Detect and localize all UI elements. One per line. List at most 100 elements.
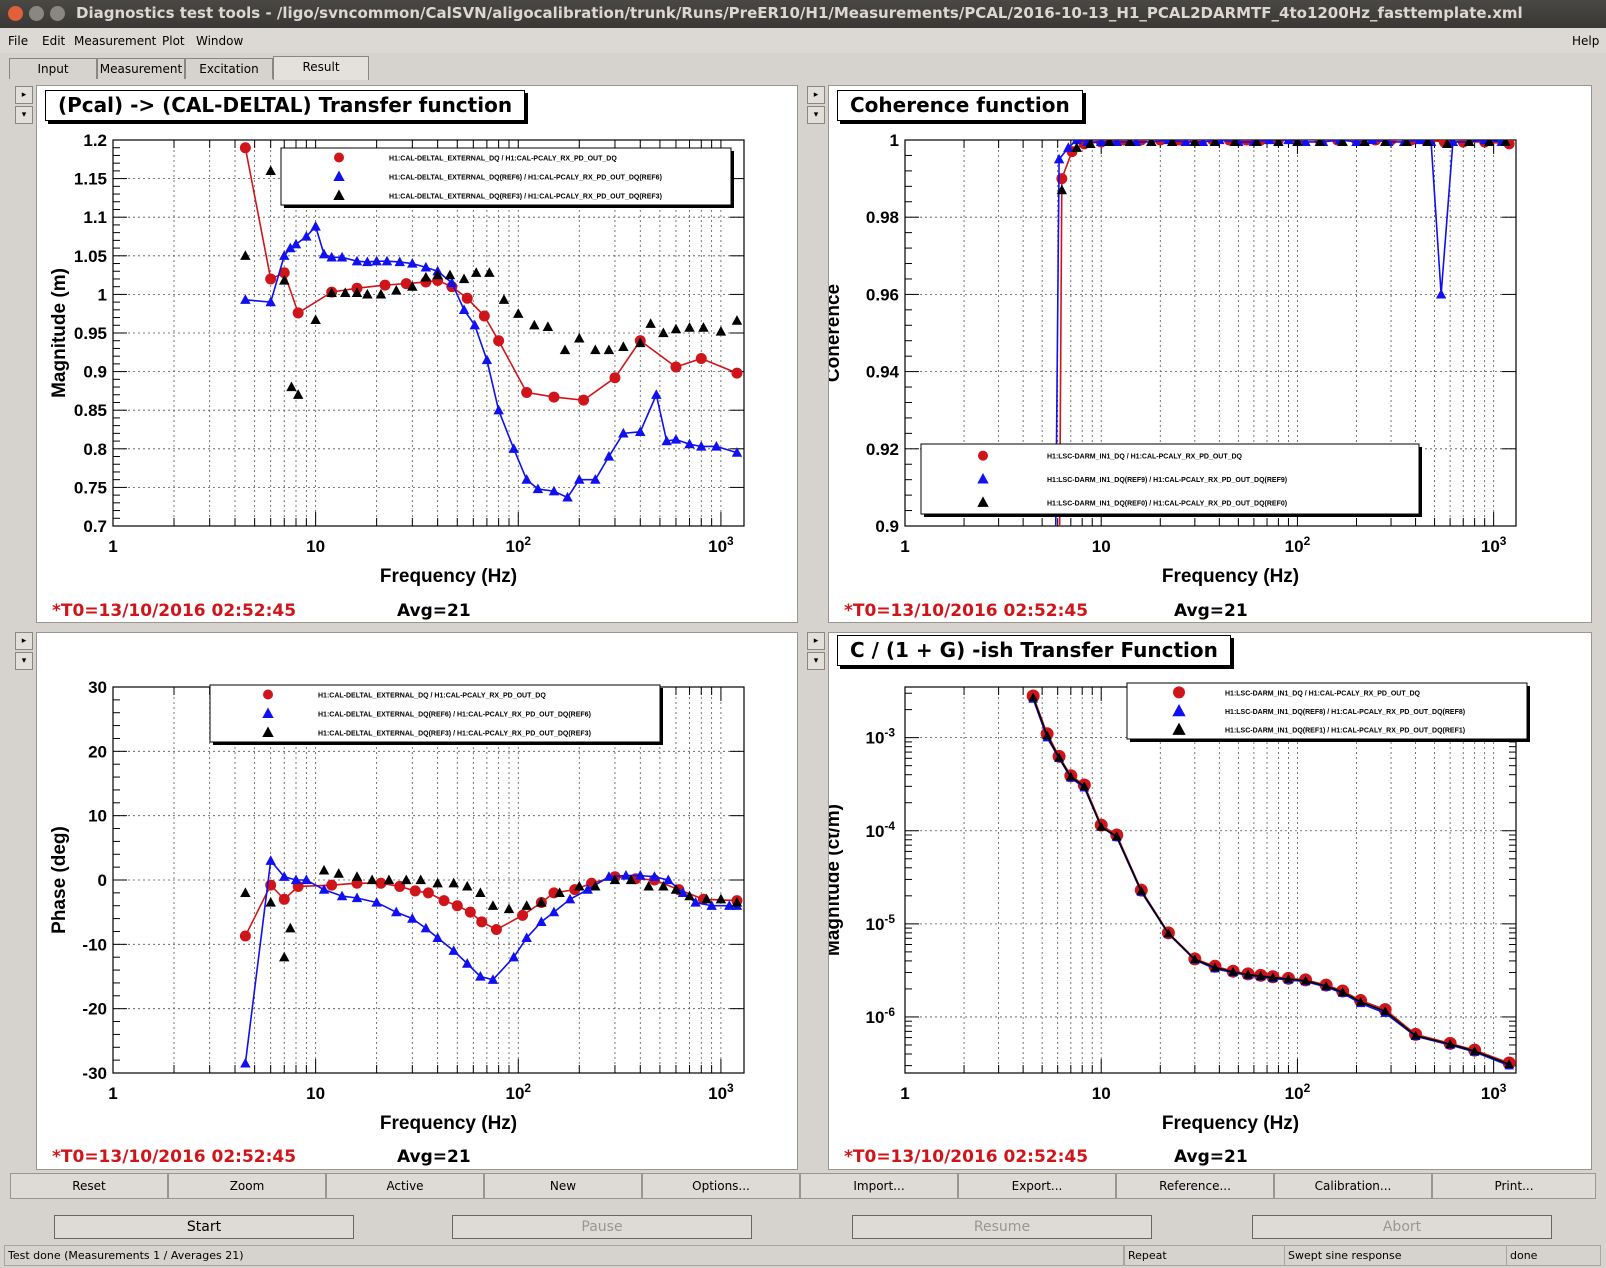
data-point — [240, 250, 251, 260]
data-point — [401, 874, 412, 885]
data-point — [695, 352, 707, 364]
resume-button[interactable]: Resume — [852, 1215, 1152, 1239]
close-window-icon[interactable] — [8, 6, 23, 21]
data-point — [462, 880, 473, 891]
data-point — [1401, 140, 1412, 147]
series — [1028, 692, 1514, 1069]
data-point — [1359, 140, 1370, 147]
x-tick-label: 102 — [506, 1081, 532, 1103]
data-point — [651, 389, 662, 399]
data-point — [1079, 781, 1090, 791]
data-point — [1189, 140, 1201, 147]
expand-right-icon[interactable]: ▸ — [15, 632, 33, 650]
menu-file[interactable]: File — [8, 34, 29, 48]
menu-measurement[interactable]: Measurement — [74, 34, 157, 48]
data-point — [1146, 140, 1157, 147]
expand-down-icon[interactable]: ▾ — [807, 652, 825, 670]
data-point — [1056, 184, 1068, 195]
data-point — [1166, 140, 1178, 147]
expand-down-icon[interactable]: ▾ — [807, 106, 825, 124]
y-axis-title: Phase (deg) — [49, 826, 70, 934]
series — [240, 864, 743, 962]
expand-right-icon[interactable]: ▸ — [807, 632, 825, 650]
data-point — [420, 271, 432, 282]
data-point — [1190, 954, 1200, 964]
data-point — [649, 871, 660, 881]
data-point — [706, 900, 717, 910]
x-axis-title: Frequency (Hz) — [380, 566, 517, 587]
data-point — [548, 906, 560, 917]
tab-excitation[interactable]: Excitation — [185, 58, 273, 79]
new-button[interactable]: New — [484, 1173, 642, 1199]
legend-marker — [1172, 722, 1186, 735]
data-point — [603, 451, 615, 461]
pause-button[interactable]: Pause — [452, 1215, 752, 1239]
coherence-chart[interactable]: 1 10 102 103 0.9 0.92 0.94 0.96 0.98 1 Frequency (… — [823, 86, 1591, 622]
menu-window[interactable]: Window — [196, 34, 244, 48]
data-point — [375, 877, 387, 889]
plot-panel-coherence[interactable]: 1 10 102 103 0.9 0.92 0.94 0.96 0.98 1 Frequency (… — [823, 85, 1592, 623]
x-tick-label: 102 — [1285, 1081, 1311, 1103]
start-button[interactable]: Start — [54, 1215, 354, 1239]
expand-down-icon[interactable]: ▾ — [15, 106, 33, 124]
closed-loop-chart[interactable]: 1 10 102 103 10-6 10-5 10-4 10-3 Frequency (Hz) M… — [823, 633, 1591, 1169]
menu-plot[interactable]: Plot — [162, 34, 185, 48]
tick-labels: 1 10 102 103 0.7 0.75 0.8 0.85 0.9 0.95 1 1.05 1.1 1.… — [74, 131, 734, 556]
legend-marker — [1173, 686, 1185, 699]
x-tick-label: 10 — [1092, 537, 1111, 556]
options-button[interactable]: Options... — [642, 1173, 800, 1199]
expand-right-icon[interactable]: ▸ — [15, 86, 33, 104]
data-point — [1096, 821, 1106, 831]
export-button[interactable]: Export... — [958, 1173, 1116, 1199]
y-tick-label: 0.7 — [83, 517, 107, 536]
legend-entry: H1:CAL-DELTAL_EXTERNAL_DQ(REF6) / H1:CAL… — [389, 175, 662, 182]
data-point — [351, 871, 363, 881]
x-tick-label: 1 — [108, 537, 117, 556]
tab-measurement[interactable]: Measurement — [97, 58, 185, 79]
data-point — [1337, 140, 1348, 147]
plot-panel-closed-loop[interactable]: 1 10 102 103 10-6 10-5 10-4 10-3 Frequency (Hz) M… — [823, 632, 1592, 1170]
legend-marker — [977, 473, 989, 484]
menu-edit[interactable]: Edit — [42, 34, 66, 48]
data-point — [618, 427, 629, 438]
data-point — [1197, 140, 1209, 147]
data-point — [1366, 140, 1378, 145]
zoom-button[interactable]: Zoom — [168, 1173, 326, 1199]
print-button[interactable]: Print... — [1432, 1173, 1596, 1199]
calibration-button[interactable]: Calibration... — [1274, 1173, 1432, 1199]
data-point — [1422, 140, 1433, 147]
data-point — [635, 869, 646, 880]
tab-input[interactable]: Input — [9, 58, 97, 79]
x-axis-title: Frequency (Hz) — [380, 1113, 517, 1134]
data-point — [407, 258, 418, 268]
data-point — [292, 307, 304, 319]
data-point — [285, 242, 296, 253]
data-point — [658, 327, 669, 338]
plot-panel-phase[interactable]: 1 10 102 103 -30 -20 -10 0 10 20 30 Frequency (Hz) P… — [36, 632, 798, 1170]
reset-button[interactable]: Reset — [10, 1173, 168, 1199]
magnitude-chart[interactable]: 1 10 102 103 0.7 0.75 0.8 0.85 0.9 0.95 1 1.05 1.1 1.… — [37, 86, 797, 622]
reference-button[interactable]: Reference... — [1116, 1173, 1274, 1199]
y-tick-label: 10-4 — [866, 819, 896, 841]
expand-down-icon[interactable]: ▾ — [15, 652, 33, 670]
data-point — [684, 322, 695, 332]
plot-panel-magnitude[interactable]: 1 10 102 103 0.7 0.75 0.8 0.85 0.9 0.95 1 1.05 1.1 1.… — [36, 85, 798, 623]
maximize-window-icon[interactable] — [50, 6, 65, 21]
phase-chart[interactable]: 1 10 102 103 -30 -20 -10 0 10 20 30 Frequency (Hz) P… — [37, 633, 797, 1169]
import-button[interactable]: Import... — [800, 1173, 958, 1199]
minimize-window-icon[interactable] — [29, 6, 44, 21]
expand-right-icon[interactable]: ▸ — [807, 86, 825, 104]
data-point — [1085, 140, 1096, 148]
data-point — [1124, 140, 1136, 147]
tab-result[interactable]: Result — [273, 56, 369, 80]
legend-entry: H1:CAL-DELTAL_EXTERNAL_DQ / H1:CAL-PCALY… — [318, 693, 546, 700]
data-point — [574, 880, 585, 891]
y-tick-label: 1.2 — [83, 131, 107, 150]
legend-marker — [1172, 704, 1186, 717]
data-point — [696, 440, 707, 451]
tick-labels: 1 10 102 103 -30 -20 -10 0 10 20 30 — [82, 678, 734, 1103]
abort-button[interactable]: Abort — [1252, 1215, 1552, 1239]
menu-help[interactable]: Help — [1572, 34, 1600, 48]
data-point — [265, 165, 276, 176]
active-button[interactable]: Active — [326, 1173, 484, 1199]
